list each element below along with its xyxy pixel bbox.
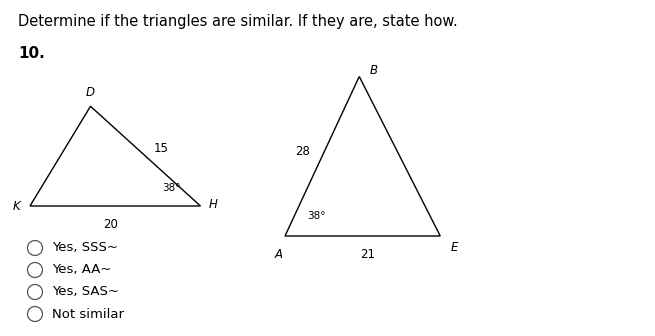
Text: A: A: [275, 248, 283, 261]
Text: 38°: 38°: [162, 183, 181, 193]
Text: 10.: 10.: [18, 46, 45, 61]
Text: Yes, AA~: Yes, AA~: [52, 263, 111, 277]
Text: 15: 15: [153, 142, 168, 155]
Text: Yes, SAS~: Yes, SAS~: [52, 286, 119, 298]
Text: K: K: [12, 200, 20, 212]
Text: E: E: [450, 241, 458, 254]
Text: Determine if the triangles are similar. If they are, state how.: Determine if the triangles are similar. …: [18, 14, 458, 29]
Text: B: B: [369, 64, 377, 77]
Text: Not similar: Not similar: [52, 307, 124, 321]
Text: 21: 21: [360, 248, 375, 261]
Text: 38°: 38°: [307, 211, 326, 221]
Text: Yes, SSS~: Yes, SSS~: [52, 242, 118, 254]
Text: D: D: [86, 86, 95, 99]
Text: H: H: [208, 198, 217, 210]
Text: 20: 20: [103, 218, 118, 231]
Text: 28: 28: [295, 145, 310, 158]
